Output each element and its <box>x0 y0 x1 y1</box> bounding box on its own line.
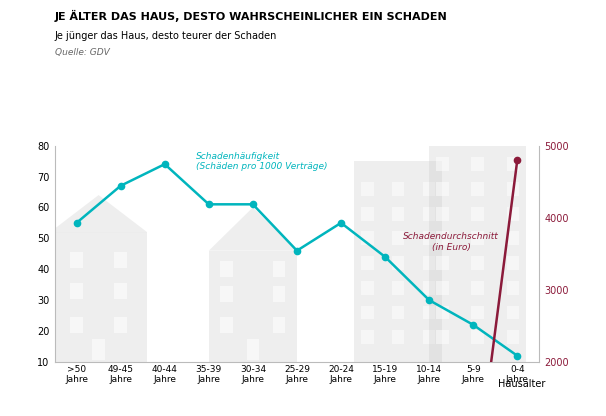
Bar <box>70 252 83 267</box>
Bar <box>361 281 374 295</box>
Bar <box>507 182 519 196</box>
Bar <box>423 305 435 319</box>
Bar <box>273 286 285 302</box>
Bar <box>507 330 519 344</box>
Bar <box>471 207 484 220</box>
Bar <box>423 281 435 295</box>
Bar <box>471 157 484 171</box>
Bar <box>507 231 519 245</box>
Bar <box>392 182 404 196</box>
Text: Je jünger das Haus, desto teurer der Schaden: Je jünger das Haus, desto teurer der Sch… <box>55 31 277 41</box>
Bar <box>115 283 127 299</box>
Bar <box>436 281 448 295</box>
Bar <box>361 256 374 270</box>
Bar <box>423 256 435 270</box>
Text: Schadenhäufigkeit
(Schäden pro 1000 Verträge): Schadenhäufigkeit (Schäden pro 1000 Vert… <box>196 152 327 171</box>
Bar <box>209 251 297 362</box>
Polygon shape <box>209 208 297 251</box>
Bar <box>355 161 442 362</box>
Text: Schadendurchschnitt
(in Euro): Schadendurchschnitt (in Euro) <box>404 232 499 252</box>
Bar <box>471 182 484 196</box>
Bar <box>361 207 374 220</box>
Bar <box>115 252 127 267</box>
Polygon shape <box>50 195 147 232</box>
Bar <box>220 262 233 277</box>
Bar <box>507 207 519 220</box>
Bar <box>273 262 285 277</box>
Bar <box>50 232 147 362</box>
Bar <box>471 330 484 344</box>
Bar <box>429 139 526 362</box>
Bar <box>392 305 404 319</box>
Bar <box>220 286 233 302</box>
Bar <box>361 182 374 196</box>
Bar <box>93 339 105 360</box>
Bar <box>392 207 404 220</box>
Bar <box>423 231 435 245</box>
Bar <box>436 157 448 171</box>
Bar <box>436 256 448 270</box>
Bar <box>115 317 127 332</box>
Text: Quelle: GDV: Quelle: GDV <box>55 48 109 57</box>
Bar <box>70 283 83 299</box>
Bar <box>507 256 519 270</box>
Bar <box>471 281 484 295</box>
Bar <box>392 256 404 270</box>
Bar <box>361 305 374 319</box>
Bar <box>361 330 374 344</box>
Bar <box>471 256 484 270</box>
Bar <box>436 231 448 245</box>
Text: Hausalter: Hausalter <box>498 379 545 389</box>
Bar <box>436 182 448 196</box>
Bar <box>392 231 404 245</box>
Bar <box>436 330 448 344</box>
Bar <box>436 207 448 220</box>
Bar <box>70 317 83 332</box>
Bar <box>247 339 259 360</box>
Bar <box>423 330 435 344</box>
Bar <box>436 305 448 319</box>
Bar <box>361 231 374 245</box>
Bar <box>273 317 285 332</box>
Text: JE ÄLTER DAS HAUS, DESTO WAHRSCHEINLICHER EIN SCHADEN: JE ÄLTER DAS HAUS, DESTO WAHRSCHEINLICHE… <box>55 10 447 22</box>
Bar <box>392 281 404 295</box>
Bar <box>220 317 233 332</box>
Bar <box>507 281 519 295</box>
Bar <box>392 330 404 344</box>
Bar <box>471 231 484 245</box>
Bar <box>423 207 435 220</box>
Bar <box>423 182 435 196</box>
Bar <box>471 305 484 319</box>
Bar <box>507 157 519 171</box>
Bar <box>507 305 519 319</box>
